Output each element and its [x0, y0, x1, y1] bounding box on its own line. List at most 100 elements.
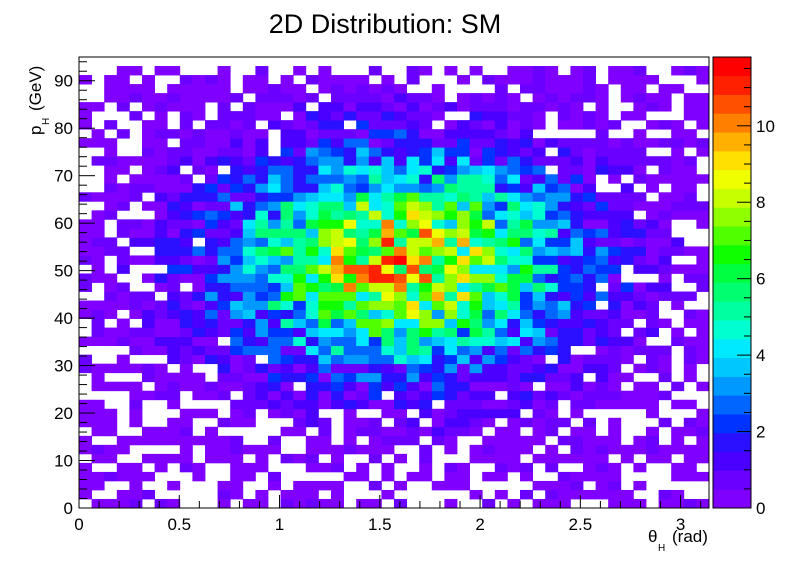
y-tick-label: 40 [54, 309, 73, 328]
heatmap-cell [242, 156, 256, 166]
heatmap-cell [583, 174, 596, 184]
heatmap-cell [293, 273, 307, 283]
heatmap-cell [583, 264, 596, 274]
heatmap-cell [79, 219, 92, 229]
heatmap-cell [343, 147, 357, 157]
heatmap-cell [79, 444, 92, 455]
heatmap-cell [268, 219, 281, 229]
heatmap-cell [595, 219, 609, 229]
heatmap-cell [608, 390, 622, 401]
heatmap-cell [595, 291, 609, 301]
heatmap-cell [595, 390, 609, 401]
heatmap-cell [507, 120, 521, 130]
heatmap-cell [116, 102, 130, 112]
heatmap-cell [545, 444, 559, 455]
heatmap-cell [520, 129, 533, 139]
heatmap-cell [595, 363, 609, 374]
heatmap-cell [343, 237, 357, 247]
heatmap-cell [356, 102, 370, 112]
heatmap-cell [394, 408, 407, 419]
heatmap-cell [406, 111, 420, 121]
heatmap-cell [658, 165, 672, 175]
heatmap-cell [154, 246, 168, 256]
heatmap-cell [331, 147, 344, 157]
heatmap-cell [431, 210, 445, 220]
heatmap-cell [570, 300, 584, 310]
heatmap-cell [507, 219, 521, 229]
heatmap-cell [217, 498, 231, 509]
heatmap-cell [381, 345, 395, 356]
heatmap-cell [431, 111, 445, 121]
heatmap-cell [104, 147, 118, 157]
heatmap-cell [368, 102, 382, 112]
heatmap-cell [532, 309, 546, 319]
heatmap-cell [142, 291, 155, 301]
heatmap-cell [520, 147, 533, 157]
heatmap-cell [444, 372, 458, 383]
heatmap-cell [620, 246, 634, 256]
heatmap-cell [482, 219, 496, 229]
heatmap-cell [406, 336, 420, 347]
heatmap-cell [608, 174, 622, 184]
heatmap-cell [116, 93, 130, 103]
heatmap-cell [457, 246, 470, 256]
heatmap-cell [419, 111, 433, 121]
heatmap-cell [469, 237, 483, 247]
heatmap-cell [368, 354, 382, 365]
heatmap-cell [406, 390, 420, 401]
heatmap-cell [633, 156, 647, 166]
heatmap-cell [646, 264, 659, 274]
heatmap-cell [494, 138, 508, 148]
heatmap-cell [305, 444, 319, 455]
heatmap-cell [255, 93, 269, 103]
heatmap-cell [343, 201, 357, 211]
heatmap-cell [381, 84, 395, 94]
heatmap-cell [91, 255, 105, 265]
color-scale-tick-label: 8 [756, 193, 765, 212]
heatmap-cell [217, 237, 231, 247]
heatmap-cell [293, 228, 307, 238]
heatmap-cell [595, 165, 609, 175]
heatmap-cell [532, 183, 546, 193]
heatmap-cell [142, 336, 155, 347]
heatmap-cell [331, 318, 344, 328]
heatmap-cell [142, 309, 155, 319]
heatmap-cell [545, 210, 559, 220]
heatmap-cell [507, 75, 521, 85]
heatmap-cell [217, 453, 231, 464]
heatmap-cell [507, 444, 521, 455]
heatmap-cell [280, 102, 294, 112]
heatmap-cell [431, 300, 445, 310]
heatmap-cell [457, 93, 470, 103]
heatmap-cell [280, 192, 294, 202]
heatmap-cell [419, 147, 433, 157]
heatmap-cell [331, 489, 344, 500]
heatmap-cell [494, 156, 508, 166]
heatmap-cell [696, 264, 710, 274]
heatmap-cell [129, 435, 143, 446]
heatmap-cell [494, 111, 508, 121]
heatmap-cell [331, 201, 344, 211]
heatmap-cell [91, 444, 105, 455]
heatmap-cell [192, 462, 206, 473]
heatmap-cell [242, 255, 256, 265]
heatmap-cell [318, 327, 332, 338]
heatmap-cell [368, 372, 382, 383]
heatmap-cell [608, 363, 622, 374]
heatmap-cell [419, 174, 433, 184]
heatmap-cell [368, 138, 382, 148]
heatmap-cell [557, 174, 571, 184]
heatmap-cell [608, 426, 622, 437]
heatmap-cell [116, 363, 130, 374]
heatmap-cell [696, 201, 710, 211]
heatmap-cell [192, 327, 206, 338]
heatmap-cell [545, 255, 559, 265]
heatmap-cell [142, 345, 155, 356]
heatmap-cell [406, 426, 420, 437]
heatmap-cell [368, 84, 382, 94]
heatmap-cell [507, 237, 521, 247]
heatmap-cell [116, 354, 130, 365]
heatmap-cell [507, 156, 521, 166]
heatmap-cell [154, 129, 168, 139]
heatmap-cell [494, 318, 508, 328]
